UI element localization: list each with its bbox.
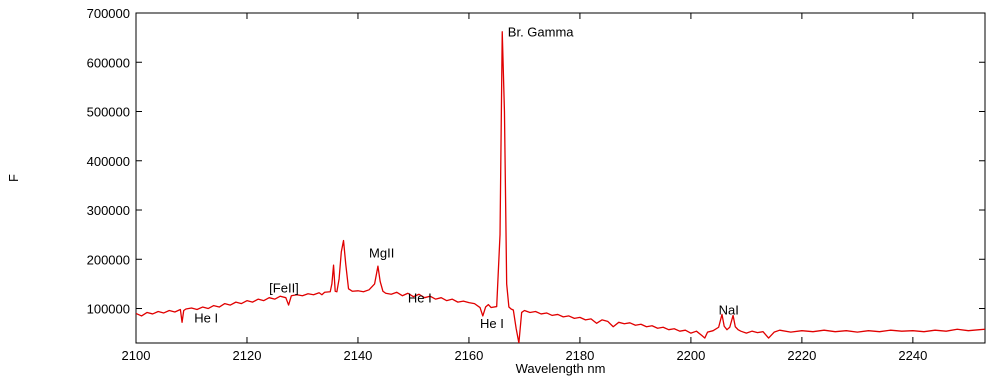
x-axis-label: Wavelength nm [516, 361, 606, 376]
x-tick-label: 2180 [565, 348, 594, 363]
series-layer [136, 31, 985, 343]
x-tick-label: 2220 [787, 348, 816, 363]
plot-frame [135, 12, 986, 344]
line-annotation: NaI [719, 302, 739, 317]
line-annotation: Br. Gamma [508, 25, 575, 40]
x-tick-label: 2200 [676, 348, 705, 363]
y-tick-label: 300000 [87, 203, 130, 218]
line-annotation: He I [408, 291, 432, 306]
spectrum-line [136, 31, 985, 343]
annotation-layer: He I [FeII] MgII He I Br. Gamma He I NaI [194, 25, 739, 332]
y-axis: 100000 200000 300000 400000 500000 600000 7000… [87, 6, 985, 317]
line-annotation: He I [480, 316, 504, 331]
y-tick-label: 600000 [87, 55, 130, 70]
y-tick-label: 100000 [87, 302, 130, 317]
x-axis: 2100 2120 2140 2160 2180 2200 2220 2240 [122, 13, 927, 363]
x-tick-label: 2240 [898, 348, 927, 363]
line-annotation: [FeII] [269, 280, 299, 295]
y-tick-label: 400000 [87, 154, 130, 169]
line-annotation: MgII [369, 245, 394, 260]
x-tick-label: 2100 [122, 348, 151, 363]
y-axis-label: F [6, 174, 21, 182]
y-tick-label: 700000 [87, 6, 130, 21]
x-tick-label: 2120 [233, 348, 262, 363]
x-tick-label: 2140 [343, 348, 372, 363]
x-tick-label: 2160 [454, 348, 483, 363]
y-tick-label: 500000 [87, 105, 130, 120]
y-tick-label: 200000 [87, 252, 130, 267]
line-annotation: He I [194, 310, 218, 325]
